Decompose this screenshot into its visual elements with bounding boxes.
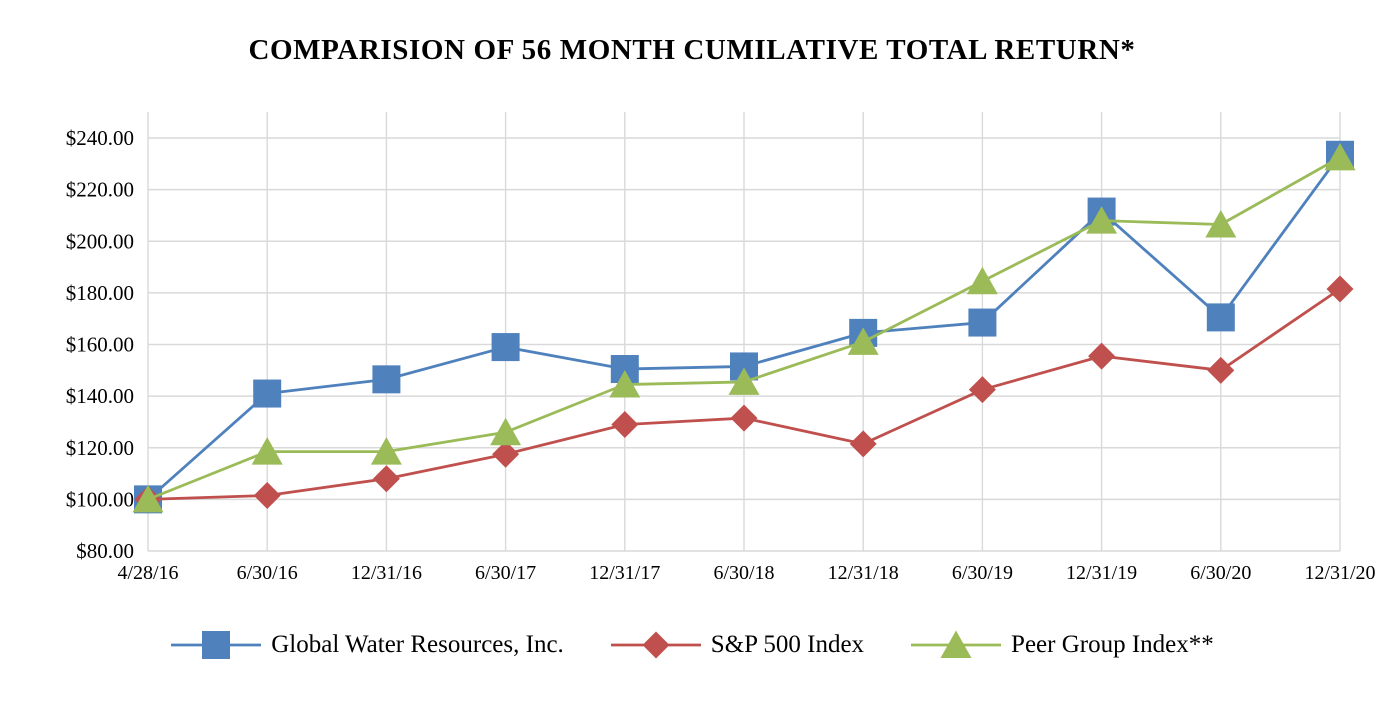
legend-item-peer-group-index: Peer Group Index** — [910, 628, 1214, 662]
y-axis-label: $140.00 — [66, 384, 134, 408]
legend-marker-diamond-icon — [610, 631, 701, 659]
legend-square-icon — [202, 631, 231, 659]
marker-triangle — [728, 367, 760, 395]
marker-triangle — [966, 266, 998, 295]
marker-triangle — [609, 370, 641, 398]
marker-diamond — [253, 482, 281, 510]
legend-marker-square-icon — [171, 631, 262, 659]
marker-diamond — [968, 376, 996, 404]
chart-title: COMPARISION OF 56 MONTH CUMILATIVE TOTAL… — [248, 34, 1136, 66]
line-chart-plot: $80.00 $100.00 $120.00 $140.00 $160.00 $180.0… — [66, 112, 1376, 584]
marker-triangle — [1086, 206, 1118, 234]
y-axis-label: $220.00 — [66, 178, 134, 202]
marker-diamond — [372, 465, 400, 493]
marker-triangle — [132, 484, 164, 513]
marker-square — [1206, 303, 1235, 332]
marker-triangle — [490, 417, 522, 446]
marker-diamond — [1326, 275, 1354, 303]
x-axis-label: 6/30/18 — [713, 562, 774, 584]
x-axis-label: 12/31/16 — [351, 562, 422, 584]
x-axis-label: 6/30/17 — [475, 562, 536, 584]
legend-marker-triangle-icon — [911, 630, 1002, 658]
marker-triangle — [251, 437, 283, 465]
marker-square — [372, 365, 401, 394]
y-axis-label: $240.00 — [66, 126, 134, 150]
marker-diamond — [1207, 356, 1235, 384]
marker-triangle — [847, 327, 879, 355]
x-axis-label: 6/30/20 — [1190, 562, 1251, 584]
x-axis-label: 6/30/16 — [237, 562, 298, 584]
legend-diamond-icon — [642, 631, 670, 659]
x-axis-label: 12/31/19 — [1066, 562, 1137, 584]
marker-triangle — [1324, 142, 1356, 171]
y-axis-label: $160.00 — [66, 333, 134, 357]
y-axis-label: $200.00 — [66, 229, 134, 253]
marker-diamond — [730, 404, 758, 432]
y-axis-label: $80.00 — [76, 539, 134, 563]
legend-label-global-water-resources-inc: Global Water Resources, Inc. — [271, 631, 564, 658]
legend-label-peer-group-index: Peer Group Index** — [1011, 631, 1214, 658]
x-axis-label: 4/28/16 — [117, 562, 178, 584]
y-axis-label: $100.00 — [66, 487, 134, 511]
marker-diamond — [849, 430, 877, 458]
marker-diamond — [492, 440, 520, 468]
series-s-p-500-index — [134, 275, 1354, 513]
marker-diamond — [611, 411, 639, 439]
legend-item-s-p-500-index: S&P 500 Index — [610, 628, 864, 662]
legend-item-global-water-resources-inc: Global Water Resources, Inc. — [170, 628, 564, 662]
x-axis-labels: 4/28/16 6/30/16 12/31/16 6/30/17 12/31/17 6/3… — [117, 562, 1375, 584]
y-axis-label: $120.00 — [66, 436, 134, 460]
marker-square — [491, 333, 520, 362]
series-peer-group-index — [132, 142, 1356, 513]
legend-label-s-p-500-index: S&P 500 Index — [710, 631, 865, 658]
y-axis-label: $180.00 — [66, 281, 134, 305]
legend-triangle-icon — [940, 630, 972, 658]
marker-diamond — [1088, 342, 1116, 370]
y-axis-labels: $80.00 $100.00 $120.00 $140.00 $160.00 $180.0… — [66, 126, 134, 563]
gridlines — [147, 112, 1341, 552]
x-axis-label: 6/30/19 — [952, 562, 1013, 584]
x-axis-label: 12/31/20 — [1304, 562, 1375, 584]
x-axis-label: 12/31/18 — [828, 562, 899, 584]
x-axis-label: 12/31/17 — [589, 562, 660, 584]
marker-triangle — [370, 437, 402, 465]
marker-square — [253, 379, 282, 408]
marker-triangle — [1205, 209, 1237, 238]
chart-legend: Global Water Resources, Inc. S&P 500 Inde… — [0, 628, 1384, 662]
marker-square — [968, 308, 997, 337]
